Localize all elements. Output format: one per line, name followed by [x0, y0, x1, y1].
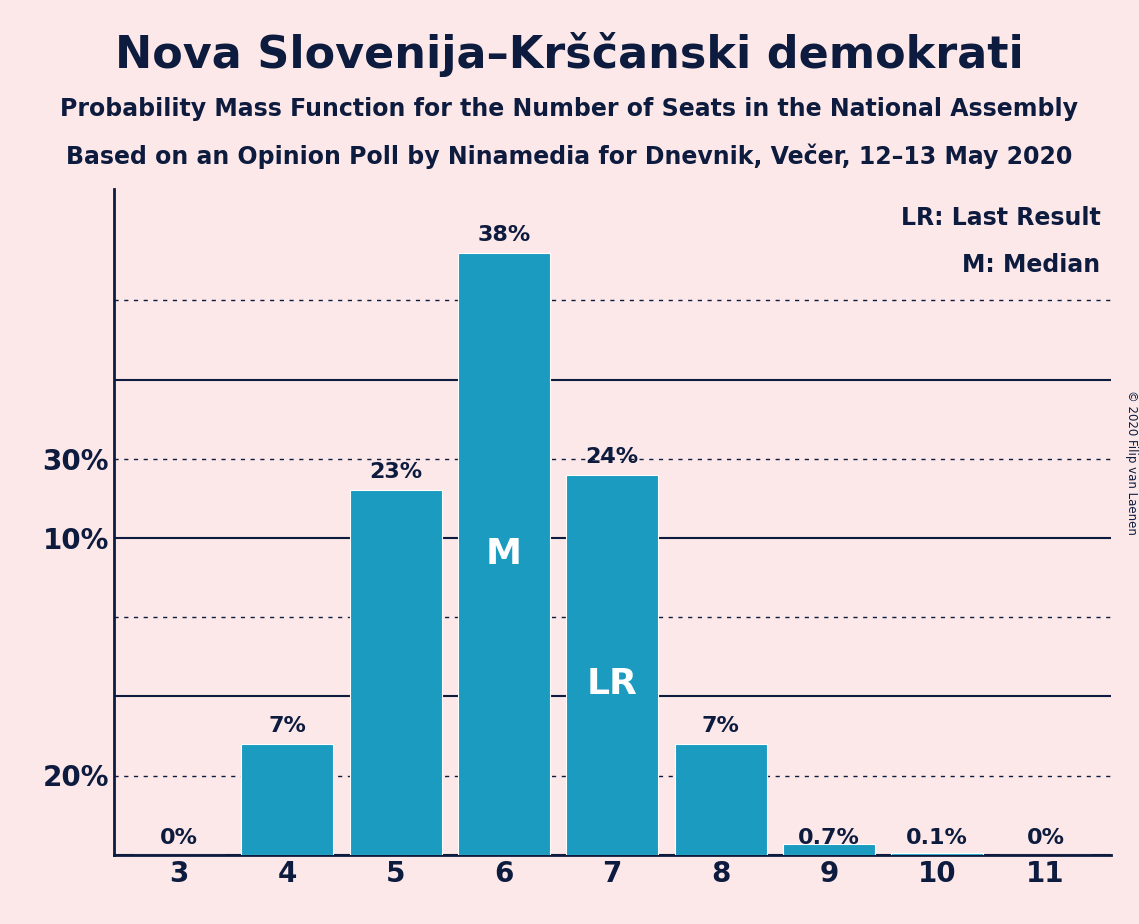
- Text: 0.7%: 0.7%: [798, 828, 860, 848]
- Bar: [674, 744, 767, 855]
- Bar: [241, 744, 334, 855]
- Text: Based on an Opinion Poll by Ninamedia for Dnevnik, Večer, 12–13 May 2020: Based on an Opinion Poll by Ninamedia fo…: [66, 143, 1073, 169]
- Text: 7%: 7%: [702, 716, 739, 736]
- Text: 0.1%: 0.1%: [907, 828, 968, 848]
- Bar: [891, 853, 983, 855]
- Text: Probability Mass Function for the Number of Seats in the National Assembly: Probability Mass Function for the Number…: [60, 97, 1079, 121]
- Bar: [566, 475, 658, 855]
- Bar: [458, 253, 550, 855]
- Text: Nova Slovenija–Krščanski demokrati: Nova Slovenija–Krščanski demokrati: [115, 32, 1024, 78]
- Text: 24%: 24%: [585, 446, 639, 467]
- Text: 0%: 0%: [159, 828, 198, 848]
- Bar: [782, 844, 875, 855]
- Text: M: Median: M: Median: [962, 252, 1100, 276]
- Text: 23%: 23%: [369, 462, 423, 482]
- Text: 7%: 7%: [269, 716, 306, 736]
- Text: © 2020 Filip van Laenen: © 2020 Filip van Laenen: [1124, 390, 1138, 534]
- Text: 38%: 38%: [477, 225, 531, 245]
- Text: 0%: 0%: [1026, 828, 1065, 848]
- Text: LR: Last Result: LR: Last Result: [901, 206, 1100, 230]
- Bar: [350, 491, 442, 855]
- Text: LR: LR: [587, 666, 638, 700]
- Text: M: M: [486, 537, 522, 571]
